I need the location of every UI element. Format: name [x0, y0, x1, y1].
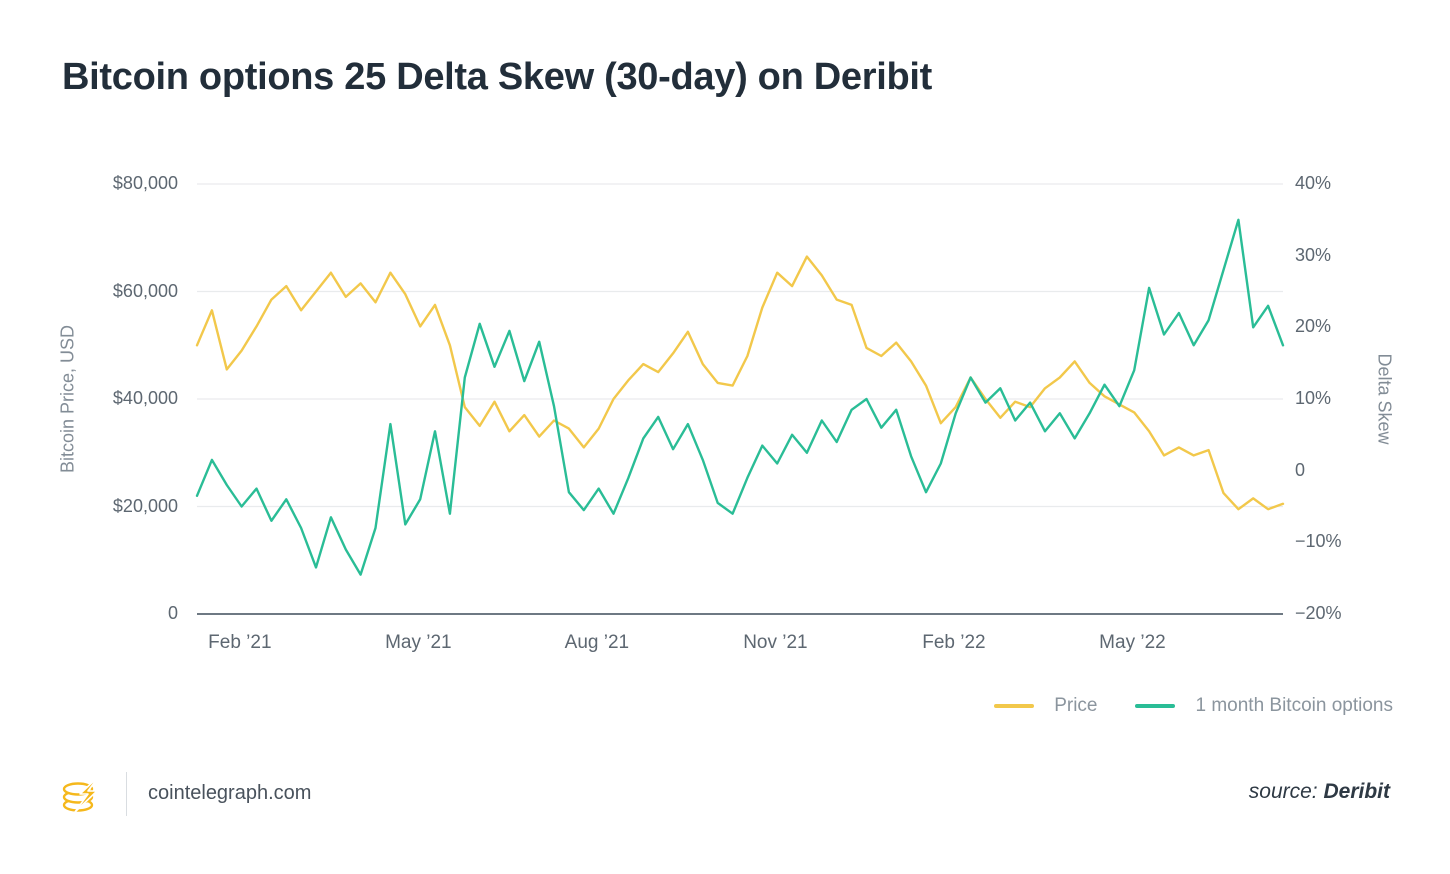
left-axis-tick: $60,000	[112, 280, 178, 301]
x-axis-tick: Feb ’22	[922, 632, 986, 653]
x-axis-tick: Aug ’21	[564, 632, 630, 653]
skew-line-swatch	[1135, 704, 1176, 708]
site-name: cointelegraph.com	[148, 782, 312, 804]
series-line-skew	[195, 218, 1285, 576]
right-axis-ticks: 40% 30% 20% 10% 0 −10% −20%	[1295, 0, 1395, 760]
right-axis-tick: 40%	[1295, 173, 1332, 193]
source-attribution: source: Deribit	[1249, 780, 1390, 804]
left-axis-ticks: $80,000 $60,000 $40,000 $20,000 0	[70, 0, 178, 760]
right-axis-tick: 20%	[1295, 316, 1332, 337]
price-line-swatch	[994, 704, 1035, 708]
chart-title: Bitcoin options 25 Delta Skew (30-day) o…	[62, 56, 933, 98]
cointelegraph-logo	[58, 770, 106, 818]
legend: Price 1 month Bitcoin options	[994, 693, 1393, 719]
x-axis-tick: May ’22	[1099, 632, 1166, 653]
lightning-bolt-icon	[74, 774, 101, 813]
chart-canvas: Bitcoin Price, USD Delta Skew $80,000 $60…	[0, 0, 1450, 760]
right-axis-tick: 10%	[1295, 388, 1332, 408]
x-axis-tick: Nov ’21	[743, 632, 808, 653]
legend-label-skew: 1 month Bitcoin options	[1195, 695, 1393, 716]
legend-item-price: Price	[994, 695, 1097, 717]
right-axis-tick: −20%	[1295, 603, 1342, 623]
line-chart	[195, 183, 1285, 615]
source-label: source:	[1248, 780, 1318, 803]
left-axis-tick: $40,000	[112, 388, 178, 408]
legend-label-price: Price	[1054, 695, 1098, 716]
left-axis-tick: 0	[167, 603, 178, 623]
source-value: Deribit	[1323, 780, 1390, 803]
right-axis-tick: 0	[1295, 459, 1306, 480]
x-axis-ticks: Feb ’21 May ’21 Aug ’21 Nov ’21 Feb ’22 May ’…	[0, 632, 1450, 662]
right-axis-tick: −10%	[1295, 531, 1342, 552]
x-axis-tick: Feb ’21	[208, 632, 272, 653]
x-axis-tick: May ’21	[385, 632, 452, 653]
footer-divider	[126, 772, 127, 816]
footer: cointelegraph.com source: Deribit	[0, 760, 1450, 874]
right-axis-tick: 30%	[1295, 244, 1332, 265]
series-line-price	[195, 255, 1285, 511]
left-axis-tick: $80,000	[112, 173, 178, 193]
left-axis-tick: $20,000	[112, 495, 178, 516]
legend-item-skew: 1 month Bitcoin options	[1135, 695, 1393, 717]
